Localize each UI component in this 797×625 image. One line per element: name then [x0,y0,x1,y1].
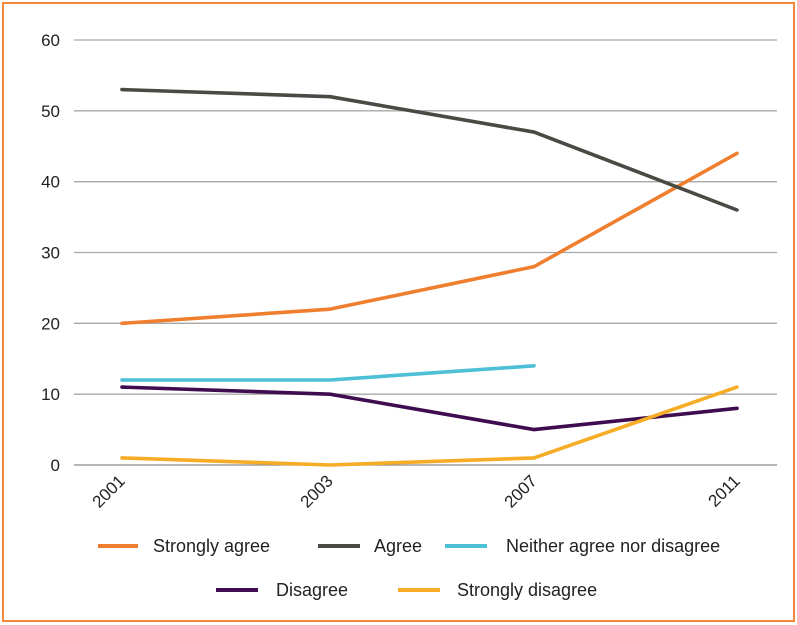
legend-item: Agree [318,536,422,556]
y-tick-label: 30 [41,244,60,263]
x-tick-label: 2011 [705,471,744,510]
y-tick-label: 20 [41,314,60,333]
y-tick-label: 50 [41,102,60,121]
legend-label: Strongly disagree [457,580,597,600]
y-axis-ticks: 0 10 20 30 40 50 60 [41,31,60,475]
series-line-agree [120,87,739,212]
line-chart: 0 10 20 30 40 50 60 2001 2003 2007 2011 Strongly … [41,31,777,600]
series-line-strongly-agree [120,151,739,326]
x-axis-ticks: 2001 2003 2007 2011 [89,471,744,511]
series-line-disagree [120,385,739,432]
gridlines [74,39,777,466]
legend-label: Neither agree nor disagree [506,536,720,556]
y-tick-label: 60 [41,31,60,50]
x-tick-label: 2003 [297,471,337,511]
y-tick-label: 10 [41,385,60,404]
legend-item: Strongly disagree [398,580,597,600]
y-tick-label: 0 [51,456,60,475]
x-tick-label: 2007 [501,471,541,511]
series-line-strongly-disagree [120,385,739,467]
legend-item: Neither agree nor disagree [445,536,720,556]
x-tick-label: 2001 [89,471,129,511]
legend-label: Agree [374,536,422,556]
legend-label: Strongly agree [153,536,270,556]
y-tick-label: 40 [41,173,60,192]
legend-label: Disagree [276,580,348,600]
legend-item: Disagree [216,580,348,600]
series-line-neither-agree-nor-disagree [120,364,536,382]
series-lines [120,87,739,467]
legend: Strongly agree Agree Neither agree nor dis… [98,536,720,600]
legend-item: Strongly agree [98,536,270,556]
